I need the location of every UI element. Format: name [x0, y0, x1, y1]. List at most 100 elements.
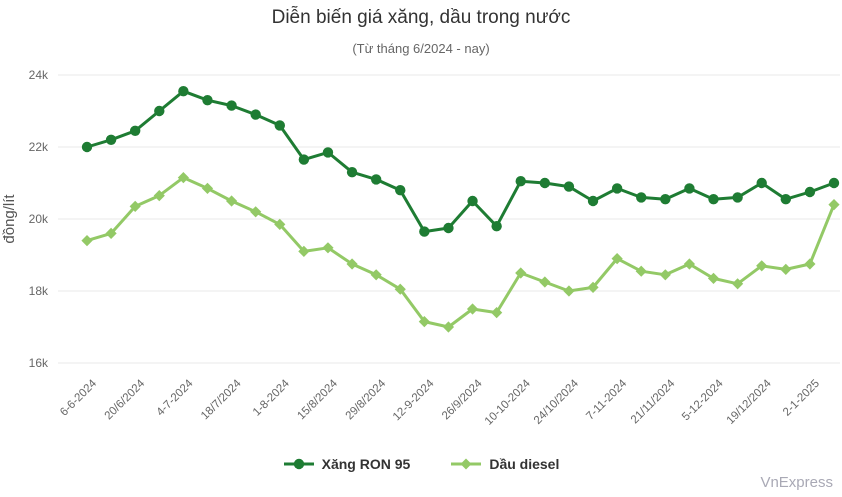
x-tick-label: 2-1-2025 [781, 378, 822, 419]
x-tick-label: 1-8-2024 [251, 377, 292, 418]
diesel-point[interactable] [346, 258, 358, 270]
ron95-point[interactable] [684, 183, 695, 194]
ron95-point[interactable] [419, 226, 430, 237]
ron95-point[interactable] [226, 100, 237, 111]
y-axis-title: đồng/lít [1, 194, 18, 244]
y-tick-label: 16k [29, 356, 49, 370]
ron95-point[interactable] [105, 134, 117, 145]
ron95-series-marker-icon [283, 458, 314, 470]
ron95-point[interactable] [732, 192, 743, 203]
ron95-point[interactable] [491, 221, 502, 232]
x-tick-label: 29/8/2024 [344, 377, 389, 422]
diesel-point[interactable] [659, 269, 671, 281]
y-tick-label: 20k [29, 212, 49, 226]
ron95-point[interactable] [467, 195, 478, 207]
ron95-point[interactable] [322, 147, 334, 158]
ron95-point[interactable] [202, 95, 213, 106]
legend-label-ron95: Xăng RON 95 [321, 456, 411, 472]
x-tick-label: 20/6/2024 [103, 377, 148, 422]
ron95-point[interactable] [395, 185, 406, 196]
diesel-point[interactable] [81, 235, 93, 247]
diesel-point[interactable] [298, 245, 310, 257]
x-tick-label: 12-9-2024 [391, 377, 437, 423]
diesel-point[interactable] [587, 281, 599, 293]
diesel-point[interactable] [635, 265, 647, 277]
ron95-point[interactable] [539, 177, 551, 189]
diesel-point[interactable] [225, 195, 238, 207]
ron95-point[interactable] [515, 176, 526, 187]
diesel-point[interactable] [250, 206, 262, 218]
y-tick-label: 18k [29, 284, 49, 298]
ron95-point[interactable] [587, 195, 599, 207]
diesel-point[interactable] [201, 182, 214, 194]
ron95-point[interactable] [129, 125, 141, 136]
x-tick-label: 4-7-2024 [154, 377, 195, 418]
ron95-point[interactable] [298, 154, 310, 165]
ron95-point[interactable] [708, 194, 719, 205]
diesel-point[interactable] [515, 267, 527, 279]
diesel-point[interactable] [707, 272, 720, 284]
ron95-point[interactable] [178, 86, 189, 97]
legend: Xăng RON 95 Dầu diesel [0, 456, 842, 472]
ron95-point[interactable] [443, 222, 454, 234]
diesel-point[interactable] [370, 269, 382, 281]
diesel-line [85, 176, 836, 329]
ron95-point[interactable] [370, 174, 382, 185]
diesel-point[interactable] [105, 227, 117, 239]
diesel-point[interactable] [274, 218, 286, 230]
diesel-point[interactable] [732, 278, 744, 290]
vnexpress-watermark: VnExpress [760, 474, 833, 491]
x-tick-label: 15/8/2024 [295, 377, 340, 422]
diesel-point[interactable] [611, 253, 623, 265]
chart-title: Diễn biến giá xăng, dầu trong nước [271, 7, 571, 28]
diesel-point[interactable] [491, 307, 503, 319]
chart-subtitle: (Từ tháng 6/2024 - nay) [352, 41, 490, 56]
diesel-point[interactable] [466, 303, 479, 315]
legend-label-diesel: Dầu diesel [489, 456, 560, 472]
diesel-point[interactable] [828, 199, 840, 211]
ron95-point[interactable] [563, 181, 575, 192]
diesel-point[interactable] [804, 258, 816, 270]
diesel-point[interactable] [322, 242, 334, 254]
ron95-point[interactable] [756, 177, 767, 189]
ron95-point[interactable] [660, 194, 671, 205]
ron95-point[interactable] [611, 183, 623, 194]
ron95-point[interactable] [780, 194, 792, 205]
x-tick-label: 7-11-2024 [584, 377, 629, 422]
diesel-point[interactable] [780, 263, 792, 275]
x-tick-label: 6-6-2024 [58, 377, 99, 418]
diesel-point[interactable] [418, 316, 430, 328]
x-tick-label: 19/12/2024 [725, 377, 775, 427]
diesel-point[interactable] [683, 258, 696, 270]
x-tick-label: 5-12-2024 [680, 377, 726, 423]
x-tick-label: 24/10/2024 [532, 377, 582, 427]
ron95-point[interactable] [154, 105, 165, 117]
ron95-point[interactable] [804, 186, 816, 198]
diesel-point[interactable] [442, 321, 455, 333]
diesel-point[interactable] [563, 285, 575, 297]
diesel-series-marker-icon [451, 458, 482, 470]
legend-item-diesel[interactable]: Dầu diesel [450, 456, 559, 472]
x-tick-label: 21/11/2024 [629, 377, 678, 426]
ron95-point[interactable] [250, 109, 261, 120]
diesel-point[interactable] [394, 283, 406, 295]
y-tick-label: 24k [29, 68, 49, 82]
diesel-point[interactable] [129, 200, 141, 212]
y-tick-label: 22k [29, 140, 49, 154]
ron95-point[interactable] [346, 167, 358, 178]
legend-item-ron95[interactable]: Xăng RON 95 [283, 456, 411, 472]
ron95-point[interactable] [636, 192, 647, 203]
diesel-point[interactable] [177, 172, 189, 184]
diesel-point[interactable] [539, 276, 551, 288]
ron95-point[interactable] [274, 120, 285, 131]
ron95-point[interactable] [828, 177, 840, 189]
x-tick-label: 18/7/2024 [199, 377, 244, 422]
x-tick-label: 10-10-2024 [483, 377, 534, 428]
x-tick-label: 26/9/2024 [440, 377, 485, 422]
ron95-line [85, 89, 836, 234]
ron95-point[interactable] [81, 141, 93, 153]
diesel-point[interactable] [756, 260, 768, 272]
diesel-point[interactable] [153, 190, 165, 202]
